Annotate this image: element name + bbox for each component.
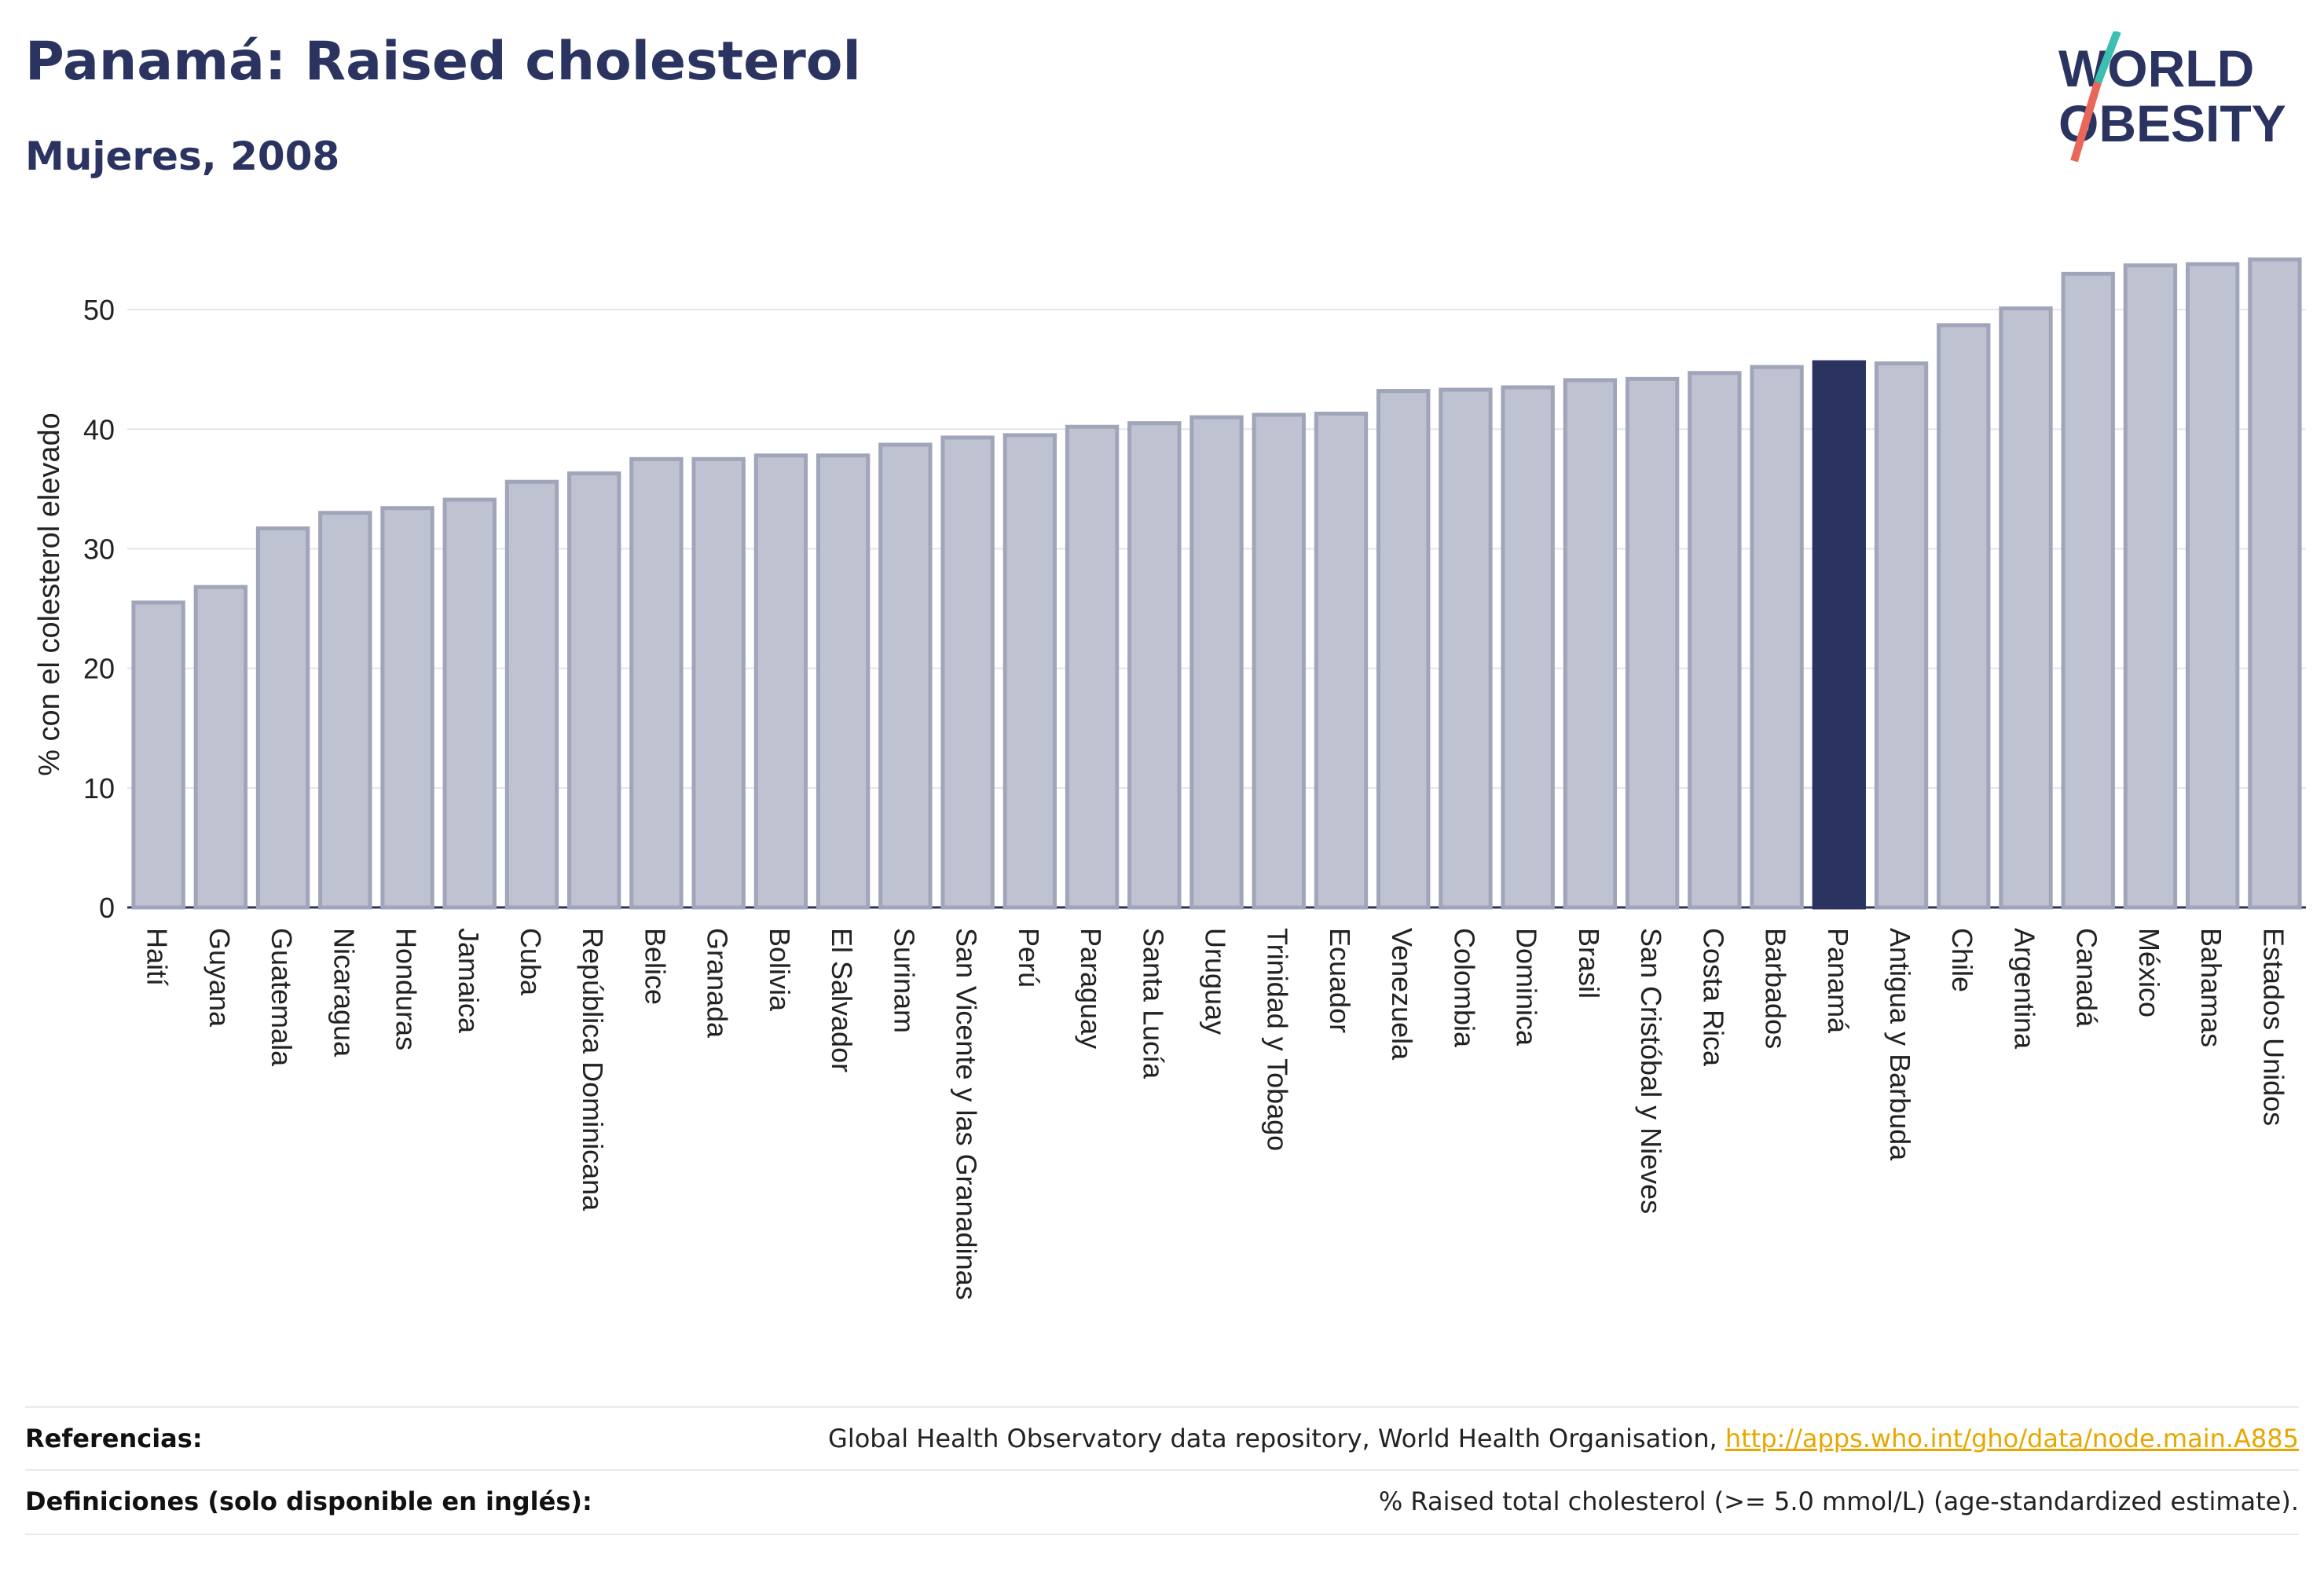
bar: [442, 497, 497, 910]
x-tick-label: Cuba: [515, 928, 547, 996]
x-tick-label: Dominica: [1511, 928, 1543, 1046]
x-tick-label: El Salvador: [826, 928, 858, 1072]
x-tick-label: Bolivia: [764, 928, 796, 1012]
bar: [1563, 378, 1618, 910]
bars: [131, 257, 2302, 910]
x-tick-label: Canadá: [2071, 928, 2103, 1028]
x-tick-label: Bahamas: [2195, 928, 2227, 1047]
y-axis-label: % con el colesterol elevado: [33, 412, 66, 776]
bar: [1874, 361, 1929, 910]
bar: [2123, 263, 2178, 910]
x-tick-label: México: [2133, 928, 2165, 1017]
x-tick-label: Jamaica: [453, 928, 485, 1034]
footer-divider-top: [25, 1406, 2299, 1408]
chart-title: Panamá: Raised cholesterol: [25, 31, 861, 93]
bar: [504, 479, 559, 910]
bar: [567, 471, 621, 910]
bar: [1376, 389, 1431, 910]
x-tick-label: Nicaragua: [328, 928, 360, 1057]
bar-chart: 0 10 20 30 40 50 Haití Guyana Guatemala Nicaragu…: [33, 257, 2306, 1300]
x-tick-label: Panamá: [1822, 928, 1854, 1034]
x-tick-label: Antigua y Barbuda: [1884, 928, 1916, 1161]
x-tick-label: Uruguay: [1200, 928, 1232, 1035]
x-tick-label: República Dominicana: [577, 928, 609, 1211]
bar: [1252, 412, 1306, 910]
y-tick-label: 10: [83, 772, 115, 804]
x-tick-label: Colombia: [1448, 928, 1480, 1048]
x-tick-label: Trinidad y Tobago: [1262, 928, 1294, 1151]
x-tick-label: Chile: [1946, 928, 1978, 992]
y-tick-label: 30: [83, 533, 115, 565]
bar: [2061, 271, 2115, 910]
bar: [691, 456, 746, 910]
y-tick-label: 20: [83, 653, 115, 685]
x-tick-label: Ecuador: [1324, 928, 1356, 1033]
bar: [1625, 376, 1680, 910]
logo-slash-top: [2094, 31, 2121, 84]
y-tick-label: 40: [83, 413, 115, 445]
bar: [1314, 411, 1369, 910]
bar: [878, 442, 933, 910]
references-link[interactable]: http://apps.who.int/gho/data/node.main.A…: [1725, 1424, 2299, 1453]
bar: [940, 435, 995, 910]
bar: [2248, 257, 2302, 910]
x-tick-label: Belice: [639, 928, 671, 1005]
bar: [1688, 371, 1742, 910]
bar: [1065, 424, 1120, 910]
y-tick-label: 50: [83, 294, 115, 326]
bar: [1750, 365, 1804, 910]
bar: [1937, 323, 1991, 910]
bar: [2185, 262, 2240, 910]
x-tick-label: Surinam: [888, 928, 920, 1033]
bar: [1127, 421, 1182, 910]
y-tick-label: 0: [99, 892, 115, 924]
y-tick-labels: 0 10 20 30 40 50: [83, 294, 115, 924]
x-tick-label: San Vicente y las Granadinas: [951, 928, 983, 1300]
x-tick-label: San Cristóbal y Nieves: [1635, 928, 1667, 1214]
x-tick-label: Paraguay: [1075, 928, 1107, 1049]
definitions-text: % Raised total cholesterol (>= 5.0 mmol/…: [1378, 1486, 2299, 1516]
x-tick-label: Estados Unidos: [2257, 928, 2289, 1126]
bar: [255, 526, 310, 910]
bar: [753, 453, 808, 910]
x-tick-label: Argentina: [2008, 928, 2040, 1050]
bar: [1501, 385, 1555, 910]
x-tick-label: Perú: [1013, 928, 1045, 988]
references-label: Referencias:: [25, 1424, 203, 1453]
x-tick-label: Santa Lucía: [1137, 928, 1169, 1079]
x-tick-label: Brasil: [1573, 928, 1605, 999]
definitions-label: Definiciones (solo disponible en inglés)…: [25, 1486, 592, 1516]
references-text: Global Health Observatory data repositor…: [828, 1424, 1725, 1453]
bar: [1439, 387, 1493, 910]
logo-slash-bottom: [2070, 81, 2102, 163]
bar-highlighted: [1812, 360, 1866, 910]
bar: [193, 585, 248, 910]
footer-divider-middle: [25, 1469, 2299, 1471]
x-tick-label: Venezuela: [1386, 928, 1418, 1061]
x-tick-label: Haití: [141, 928, 174, 986]
world-obesity-logo: WORLD OBESITY: [2058, 31, 2286, 163]
bar: [131, 600, 185, 910]
logo-line2: OBESITY: [2058, 94, 2286, 152]
bar: [816, 453, 871, 910]
footer-divider-bottom: [25, 1534, 2299, 1535]
x-tick-label: Guyana: [203, 928, 236, 1028]
logo-line1: WORLD: [2058, 39, 2254, 97]
bar: [1189, 415, 1244, 910]
bar: [1003, 433, 1058, 910]
references-row: Referencias: Global Health Observatory d…: [25, 1408, 2299, 1469]
x-tick-labels: Haití Guyana Guatemala Nicaragua Honduras Jam…: [141, 928, 2290, 1300]
x-tick-label: Barbados: [1760, 928, 1792, 1049]
x-tick-label: Guatemala: [266, 928, 298, 1067]
x-tick-label: Granada: [702, 928, 734, 1039]
references-value: Global Health Observatory data repositor…: [828, 1424, 2299, 1453]
chart-subtitle: Mujeres, 2008: [25, 134, 340, 179]
bar: [318, 511, 372, 910]
definitions-row: Definiciones (solo disponible en inglés)…: [25, 1471, 2299, 1532]
bar: [629, 456, 684, 910]
x-tick-label: Honduras: [390, 928, 423, 1050]
x-tick-label: Costa Rica: [1697, 928, 1729, 1067]
bar: [1999, 306, 2053, 910]
bar: [380, 506, 434, 910]
